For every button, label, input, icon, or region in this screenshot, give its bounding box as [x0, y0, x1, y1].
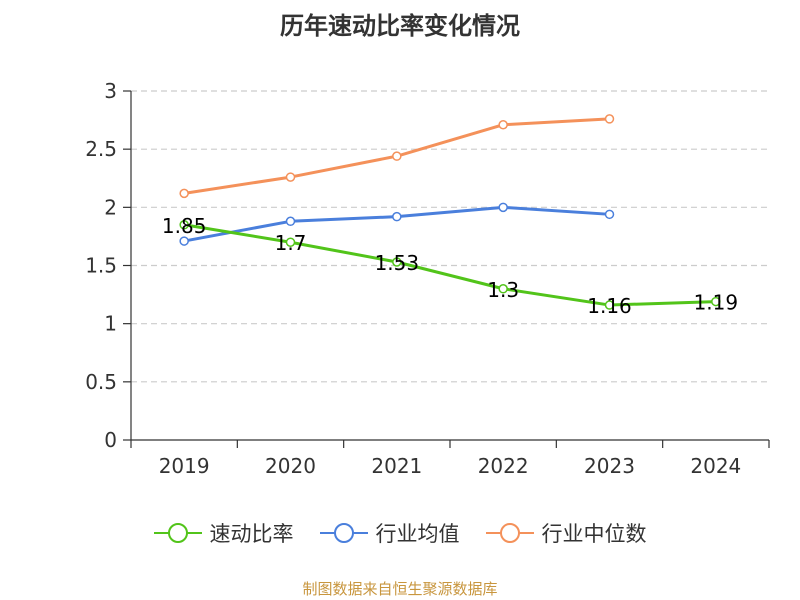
data-point[interactable]: [179, 236, 189, 246]
data-label: 1.16: [587, 294, 632, 318]
data-point[interactable]: [498, 202, 508, 213]
y-tick-label: 3: [104, 79, 117, 103]
y-tick-label: 0: [104, 428, 117, 452]
data-point[interactable]: [711, 296, 721, 307]
legend-item-industry-median[interactable]: 行业中位数: [485, 518, 647, 548]
data-point[interactable]: [179, 188, 189, 199]
x-tick-label: 2020: [265, 454, 316, 478]
axes: 0 0.5 1 1.5 2 2.5 3 2019 2020 2021 2022 2023 2024: [85, 79, 770, 478]
data-label: 1.53: [375, 251, 420, 275]
data-point[interactable]: [498, 284, 508, 294]
data-label: 1.7: [275, 231, 307, 255]
source-note: 制图数据来自恒生聚源数据库: [302, 580, 498, 598]
data-point[interactable]: [604, 209, 615, 220]
data-point[interactable]: [285, 237, 296, 247]
x-tick-label: 2023: [584, 454, 635, 478]
chart-title: 历年速动比率变化情况: [280, 12, 520, 40]
legend-marker-industry-median: [485, 523, 534, 543]
data-label: 1.3: [487, 278, 519, 302]
data-point[interactable]: [392, 211, 402, 222]
legend-label-quick-ratio: 速动比率: [209, 522, 294, 546]
data-label: 1.85: [162, 214, 207, 238]
data-point[interactable]: [179, 220, 189, 230]
data-labels: 1.85 1.7 1.53 1.3 1.16 1.19: [162, 214, 738, 318]
series-line: [183, 223, 716, 307]
legend-label-industry-median: 行业中位数: [541, 522, 647, 546]
y-tick-label: 2: [104, 195, 117, 219]
legend-marker-quick-ratio: [153, 523, 202, 543]
data-point[interactable]: [392, 257, 402, 267]
x-tick-label: 2019: [159, 454, 210, 478]
legend-item-quick-ratio[interactable]: 速动比率: [153, 518, 294, 548]
legend: 速动比率 行业均值 行业中位数: [0, 518, 800, 548]
data-point[interactable]: [604, 114, 615, 124]
x-tick-label: 2021: [371, 454, 422, 478]
data-point[interactable]: [604, 300, 615, 310]
data-label: 1.19: [694, 291, 739, 315]
legend-item-industry-mean[interactable]: 行业均值: [319, 518, 460, 548]
grid-lines: [131, 90, 769, 383]
data-point[interactable]: [498, 119, 508, 130]
y-tick-label: 1.5: [85, 254, 117, 278]
legend-label-industry-mean: 行业均值: [375, 522, 460, 546]
data-point[interactable]: [392, 151, 402, 161]
y-tick-label: 2.5: [85, 137, 117, 161]
series-group: [179, 114, 721, 310]
data-point[interactable]: [285, 172, 296, 182]
data-point[interactable]: [285, 216, 296, 227]
legend-marker-industry-mean: [319, 523, 368, 543]
x-tick-label: 2022: [478, 454, 529, 478]
x-tick-label: 2024: [690, 454, 741, 478]
y-tick-label: 0.5: [85, 370, 117, 394]
y-tick-label: 1: [104, 312, 117, 336]
